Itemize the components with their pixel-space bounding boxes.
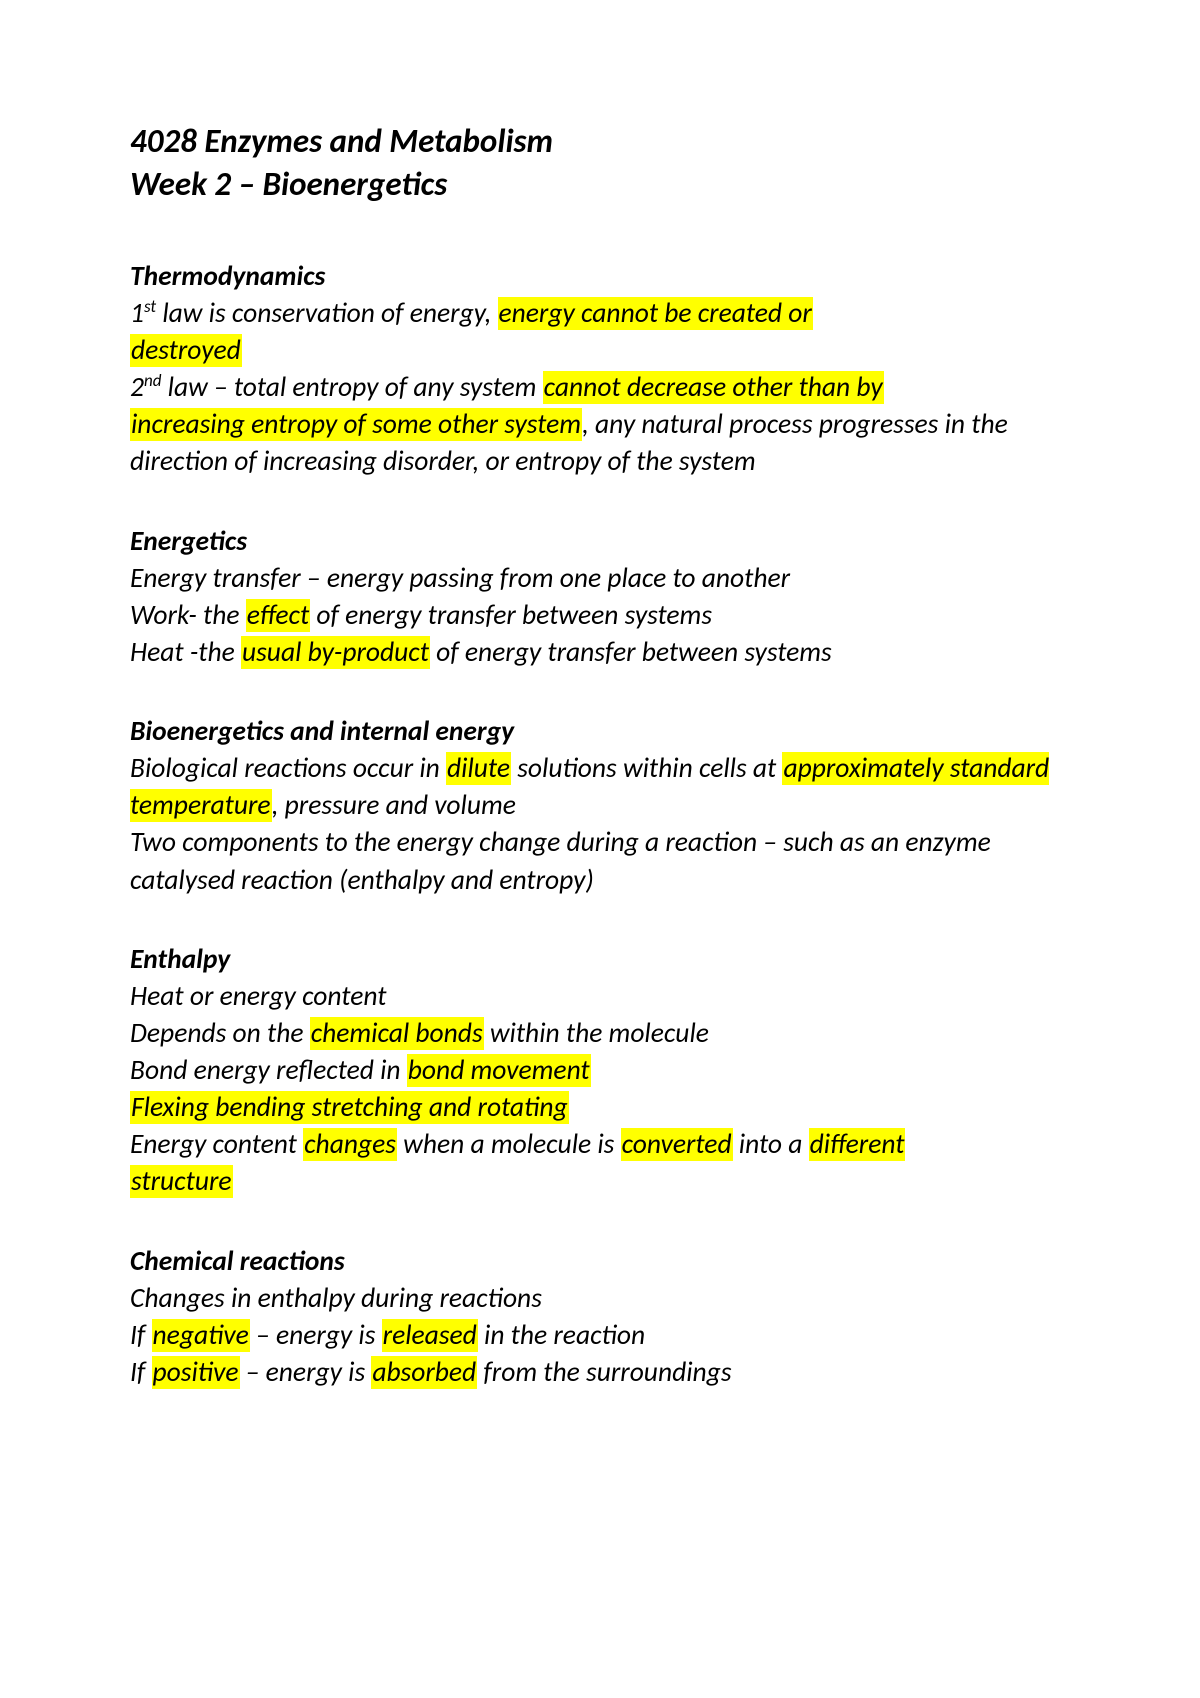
highlight: released — [382, 1319, 478, 1352]
text: , pressure and volume — [272, 789, 516, 822]
text: law – total entropy of any system — [161, 371, 542, 404]
energetics-line3: Heat -the usual by-product of energy tra… — [130, 634, 1070, 671]
chem-line2: If negative – energy is released in the … — [130, 1317, 1070, 1354]
highlight: changes — [303, 1128, 397, 1161]
highlight: different — [809, 1128, 906, 1161]
highlight: energy cannot be created or — [498, 297, 813, 330]
highlight: cannot decrease other than by — [543, 371, 884, 404]
bio-line1: Biological reactions occur in dilute sol… — [130, 750, 1070, 824]
text: – energy is — [250, 1319, 382, 1352]
section-thermodynamics: Thermodynamics 1st law is conservation o… — [130, 258, 1070, 481]
highlight: dilute — [446, 752, 511, 785]
superscript: st — [144, 296, 156, 317]
text: Depends on the — [130, 1017, 310, 1050]
text: of energy transfer between systems — [430, 636, 832, 669]
text: into a — [733, 1128, 809, 1161]
enthalpy-line4: Flexing bending stretching and rotating — [130, 1089, 1070, 1126]
heading-energetics: Energetics — [130, 523, 1070, 560]
chem-line1: Changes in enthalpy during reactions — [130, 1280, 1070, 1317]
text: 1 — [130, 297, 144, 330]
text: If — [130, 1319, 152, 1352]
text: Heat -the — [130, 636, 241, 669]
title-line-1: 4028 Enzymes and Metabolism — [130, 120, 1070, 163]
heading-chemical-reactions: Chemical reactions — [130, 1243, 1070, 1280]
highlight: converted — [621, 1128, 733, 1161]
text: within the molecule — [484, 1017, 709, 1050]
highlight: chemical bonds — [310, 1017, 484, 1050]
text: solutions within cells at — [511, 752, 782, 785]
text: 2 — [130, 371, 144, 404]
energetics-line2: Work- the effect of energy transfer betw… — [130, 597, 1070, 634]
highlight: structure — [130, 1165, 233, 1198]
heading-thermodynamics: Thermodynamics — [130, 258, 1070, 295]
text: Work- the — [130, 599, 246, 632]
section-bioenergetics: Bioenergetics and internal energy Biolog… — [130, 713, 1070, 899]
text: Energy content — [130, 1128, 303, 1161]
heading-bioenergetics: Bioenergetics and internal energy — [130, 713, 1070, 750]
superscript: nd — [144, 370, 162, 391]
section-chemical-reactions: Chemical reactions Changes in enthalpy d… — [130, 1243, 1070, 1392]
highlight: usual by-product — [241, 636, 430, 669]
highlight: absorbed — [371, 1356, 477, 1389]
text: in the reaction — [478, 1319, 645, 1352]
highlight: destroyed — [130, 334, 242, 367]
section-enthalpy: Enthalpy Heat or energy content Depends … — [130, 941, 1070, 1201]
chem-line3: If positive – energy is absorbed from th… — [130, 1354, 1070, 1391]
enthalpy-line3: Bond energy reflected in bond movement — [130, 1052, 1070, 1089]
highlight: effect — [246, 599, 311, 632]
text: when a molecule is — [397, 1128, 621, 1161]
document-title: 4028 Enzymes and Metabolism Week 2 – Bio… — [130, 120, 1070, 206]
enthalpy-line5: Energy content changes when a molecule i… — [130, 1126, 1070, 1200]
title-line-2: Week 2 – Bioenergetics — [130, 163, 1070, 206]
thermo-law2: 2nd law – total entropy of any system ca… — [130, 369, 1070, 480]
text: Bond energy reflected in — [130, 1054, 407, 1087]
highlight: Flexing bending stretching and rotating — [130, 1091, 569, 1124]
section-energetics: Energetics Energy transfer – energy pass… — [130, 523, 1070, 672]
text: of energy transfer between systems — [310, 599, 712, 632]
enthalpy-line2: Depends on the chemical bonds within the… — [130, 1015, 1070, 1052]
energetics-line1: Energy transfer – energy passing from on… — [130, 560, 1070, 597]
highlight: increasing entropy of some other system — [130, 408, 582, 441]
heading-enthalpy: Enthalpy — [130, 941, 1070, 978]
highlight: bond movement — [407, 1054, 591, 1087]
enthalpy-line1: Heat or energy content — [130, 978, 1070, 1015]
highlight: negative — [152, 1319, 250, 1352]
text: If — [130, 1356, 152, 1389]
thermo-law1: 1st law is conservation of energy, energ… — [130, 295, 1070, 369]
highlight: positive — [152, 1356, 240, 1389]
text: from the surroundings — [477, 1356, 731, 1389]
document-page: 4028 Enzymes and Metabolism Week 2 – Bio… — [0, 0, 1200, 1391]
text: law is conservation of energy, — [156, 297, 497, 330]
bio-line2: Two components to the energy change duri… — [130, 824, 1070, 898]
text: Biological reactions occur in — [130, 752, 446, 785]
text: – energy is — [240, 1356, 372, 1389]
